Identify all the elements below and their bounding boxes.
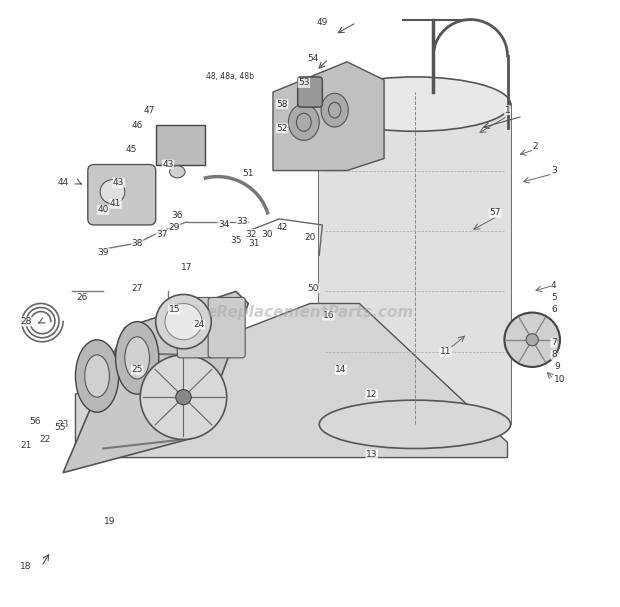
Text: 53: 53: [298, 78, 309, 87]
Ellipse shape: [100, 180, 125, 204]
Text: 24: 24: [193, 320, 205, 329]
Text: 49: 49: [317, 18, 328, 27]
Text: 22: 22: [39, 435, 50, 444]
Ellipse shape: [296, 113, 311, 131]
Ellipse shape: [165, 304, 202, 340]
Text: 48, 48a, 48b: 48, 48a, 48b: [206, 72, 254, 81]
Ellipse shape: [76, 340, 118, 412]
Text: 43: 43: [113, 178, 125, 187]
Text: 38: 38: [131, 239, 143, 248]
Ellipse shape: [321, 93, 348, 127]
Text: 37: 37: [156, 229, 167, 239]
Text: 29: 29: [169, 223, 180, 232]
Text: 1: 1: [505, 106, 510, 115]
Text: 8: 8: [551, 350, 557, 359]
Text: 54: 54: [308, 54, 319, 63]
Text: 9: 9: [554, 362, 560, 371]
Text: 44: 44: [58, 178, 69, 187]
Text: 55: 55: [55, 423, 66, 432]
Polygon shape: [63, 291, 248, 473]
Ellipse shape: [156, 294, 211, 349]
Text: 15: 15: [169, 305, 180, 314]
Text: 32: 32: [246, 229, 257, 239]
Text: 40: 40: [97, 205, 109, 214]
Text: 58: 58: [277, 100, 288, 109]
Text: 18: 18: [20, 562, 32, 571]
Text: 52: 52: [277, 124, 288, 133]
Text: 39: 39: [97, 248, 109, 257]
Text: 46: 46: [131, 121, 143, 130]
Text: 34: 34: [218, 220, 229, 229]
Text: 21: 21: [20, 441, 32, 450]
Text: 47: 47: [144, 106, 155, 115]
Text: 17: 17: [181, 263, 192, 272]
FancyBboxPatch shape: [156, 125, 205, 164]
FancyBboxPatch shape: [177, 297, 215, 358]
Ellipse shape: [125, 337, 149, 379]
Ellipse shape: [329, 103, 341, 118]
Text: 14: 14: [335, 365, 347, 375]
Text: eReplacementParts.com: eReplacementParts.com: [206, 305, 414, 320]
Text: 30: 30: [261, 229, 273, 239]
Text: 5: 5: [551, 293, 557, 302]
Ellipse shape: [288, 104, 319, 140]
FancyBboxPatch shape: [88, 164, 156, 225]
Text: 26: 26: [76, 293, 87, 302]
Text: 6: 6: [551, 305, 557, 314]
Text: 7: 7: [551, 338, 557, 347]
Ellipse shape: [319, 77, 511, 131]
Ellipse shape: [175, 390, 191, 405]
Ellipse shape: [526, 334, 538, 346]
Text: 25: 25: [131, 365, 143, 375]
Polygon shape: [319, 104, 511, 424]
Text: 51: 51: [242, 169, 254, 178]
Ellipse shape: [140, 355, 227, 439]
Text: 57: 57: [489, 208, 501, 217]
Text: 4: 4: [551, 281, 557, 290]
FancyBboxPatch shape: [298, 77, 322, 107]
Text: 10: 10: [554, 375, 565, 384]
Text: 16: 16: [323, 311, 334, 320]
Text: 20: 20: [304, 232, 316, 242]
Ellipse shape: [505, 313, 560, 367]
Text: 36: 36: [172, 211, 183, 220]
FancyBboxPatch shape: [208, 297, 245, 358]
Text: 43: 43: [162, 160, 174, 169]
Text: 2: 2: [533, 142, 538, 151]
Text: 35: 35: [230, 236, 242, 245]
Ellipse shape: [170, 166, 185, 178]
Text: 13: 13: [366, 450, 378, 459]
Ellipse shape: [115, 322, 159, 394]
Ellipse shape: [319, 400, 511, 449]
Text: 33: 33: [236, 217, 248, 226]
Text: 41: 41: [110, 199, 122, 208]
Text: 27: 27: [131, 284, 143, 293]
Text: 50: 50: [308, 284, 319, 293]
Text: 42: 42: [277, 223, 288, 232]
Ellipse shape: [85, 355, 109, 397]
Text: 56: 56: [30, 417, 41, 426]
Text: 11: 11: [440, 347, 451, 356]
Text: 23: 23: [58, 420, 69, 429]
Text: 28: 28: [20, 317, 32, 326]
Polygon shape: [76, 304, 508, 458]
Text: 19: 19: [104, 517, 115, 526]
Text: 45: 45: [125, 145, 136, 154]
Text: 3: 3: [551, 166, 557, 175]
Polygon shape: [273, 62, 384, 171]
Text: 31: 31: [249, 239, 260, 248]
Text: 12: 12: [366, 390, 378, 399]
